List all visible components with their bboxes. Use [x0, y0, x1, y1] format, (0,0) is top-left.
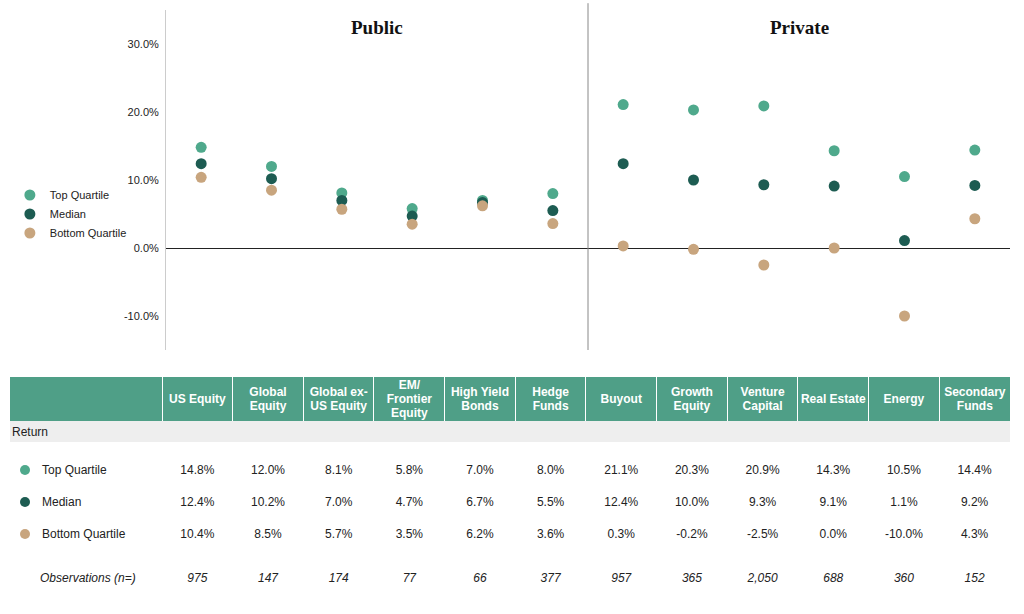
html-text:Real Estate: Real Estate — [800, 392, 866, 406]
html-text:3.6%: 3.6% — [536, 527, 565, 541]
html-text:Venture Capital: Venture Capital — [740, 385, 785, 413]
html-text:8.0%: 8.0% — [536, 463, 565, 477]
html-text:Return: Return — [12, 424, 48, 439]
html-text:12.0%: 12.0% — [251, 463, 285, 477]
svg-text:-10.0%: -10.0% — [124, 310, 159, 322]
html-text:174: 174 — [328, 571, 349, 585]
html-text:7.0%: 7.0% — [466, 463, 494, 477]
html-text:9.3%: 9.3% — [748, 495, 777, 509]
html-text:957: 957 — [611, 571, 632, 585]
html-text:0.3%: 0.3% — [607, 527, 635, 541]
html-text:1.1%: 1.1% — [890, 495, 918, 509]
svg-text:20.0%: 20.0% — [128, 106, 159, 118]
html-text:12.4%: 12.4% — [180, 495, 215, 509]
html-text:8.5%: 8.5% — [254, 527, 282, 541]
html-text:5.5%: 5.5% — [536, 495, 565, 509]
html-text:-2.5%: -2.5% — [746, 527, 779, 541]
html-text:21.1%: 21.1% — [604, 463, 639, 477]
html-text:14.3%: 14.3% — [816, 463, 851, 477]
html-text:Growth Equity: Growth Equity — [670, 385, 713, 413]
html-text:Bottom Quartile: Bottom Quartile — [42, 527, 126, 541]
html-text:365: 365 — [681, 571, 702, 585]
html-text:9.1%: 9.1% — [819, 495, 847, 509]
svg-text:10.0%: 10.0% — [128, 174, 159, 186]
html-text:147: 147 — [258, 571, 278, 585]
html-text:Top Quartile: Top Quartile — [42, 463, 107, 477]
html-text:-10.0%: -10.0% — [884, 527, 923, 541]
html-text:10.2%: 10.2% — [251, 495, 285, 509]
html-text:5.7%: 5.7% — [325, 527, 353, 541]
html-text:Hedge Funds: Hedge Funds — [532, 385, 569, 413]
html-text:Energy: Energy — [883, 392, 925, 406]
html-text:0.0%: 0.0% — [819, 527, 847, 541]
html-text:10.0%: 10.0% — [674, 495, 709, 509]
html-text:20.3%: 20.3% — [674, 463, 709, 477]
html-text:9.2%: 9.2% — [960, 495, 989, 509]
html-text:3.5%: 3.5% — [395, 527, 423, 541]
svg-text:Private: Private — [770, 17, 829, 38]
html-text:12.4%: 12.4% — [604, 495, 639, 509]
html-text:8.1%: 8.1% — [325, 463, 353, 477]
html-text:Secondary Funds: Secondary Funds — [944, 385, 1006, 413]
html-text:10.4%: 10.4% — [180, 527, 215, 541]
html-text:4.7%: 4.7% — [395, 495, 423, 509]
svg-text:0.0%: 0.0% — [134, 242, 159, 254]
html-text:152: 152 — [964, 571, 985, 585]
svg-text:Median: Median — [50, 208, 86, 220]
html-text:360: 360 — [893, 571, 914, 585]
html-text:6.2%: 6.2% — [466, 527, 494, 541]
html-text:Buyout: Buyout — [600, 392, 642, 406]
html-text:7.0%: 7.0% — [325, 495, 353, 509]
svg-text:Bottom Quartile: Bottom Quartile — [50, 227, 126, 239]
svg-text:Top Quartile: Top Quartile — [50, 189, 109, 201]
html-text:20.9%: 20.9% — [745, 463, 780, 477]
svg-text:30.0%: 30.0% — [128, 38, 159, 50]
html-text:10.5%: 10.5% — [886, 463, 921, 477]
html-text:US Equity: US Equity — [169, 392, 226, 406]
html-text:14.8%: 14.8% — [180, 463, 215, 477]
html-text:Observations (n=): Observations (n=) — [40, 571, 136, 585]
html-text:975: 975 — [187, 571, 208, 585]
html-text:Global ex-US Equity: Global ex-US Equity — [309, 385, 368, 413]
html-text:4.3%: 4.3% — [960, 527, 989, 541]
html-text:High Yield Bonds: High Yield Bonds — [451, 385, 509, 413]
html-text:688: 688 — [823, 571, 844, 585]
html-text:377: 377 — [540, 571, 561, 585]
html-text:-0.2%: -0.2% — [676, 527, 708, 541]
html-text:6.7%: 6.7% — [466, 495, 494, 509]
html-text:Global Equity: Global Equity — [249, 385, 287, 413]
html-text:Median: Median — [42, 495, 82, 509]
html-text:EM/ Frontier Equity: EM/ Frontier Equity — [386, 378, 432, 420]
html-text:14.4%: 14.4% — [957, 463, 992, 477]
html-text:5.8%: 5.8% — [395, 463, 423, 477]
html-text:66: 66 — [473, 571, 487, 585]
html-text:77: 77 — [402, 571, 416, 585]
html-text:2,050: 2,050 — [747, 571, 778, 585]
svg-text:Public: Public — [351, 17, 403, 38]
